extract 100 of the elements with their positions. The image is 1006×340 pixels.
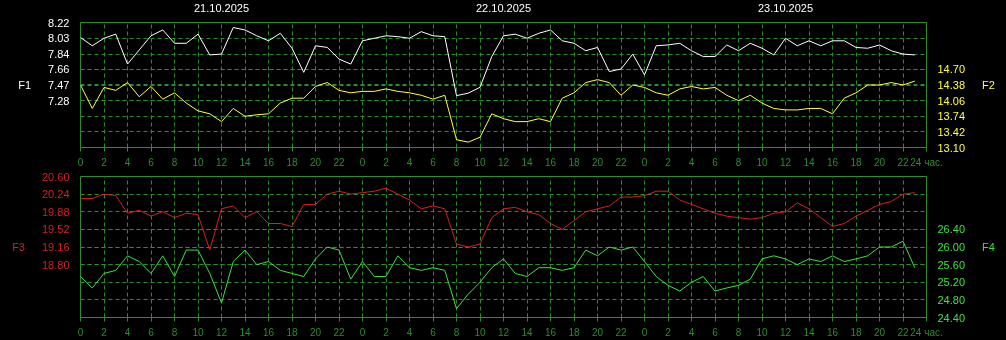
y-tick-label: 19.16 bbox=[41, 241, 70, 253]
x-tick-label: 16 bbox=[544, 326, 557, 338]
x-tick-label: 16 bbox=[262, 156, 275, 168]
y-tick-label: 7.66 bbox=[48, 63, 70, 76]
x-tick-label: 4 bbox=[124, 156, 131, 168]
x-tick-label: 20 bbox=[873, 156, 886, 168]
x-tick-label: 16 bbox=[826, 326, 839, 338]
x-tick-label: 14 bbox=[521, 326, 533, 338]
x-tick-label: 10 bbox=[474, 156, 486, 168]
x-tick-label: 0 bbox=[641, 326, 648, 338]
x-tick-label: 20 bbox=[591, 326, 604, 338]
x2-tick-label: 21.10.2025 bbox=[193, 1, 250, 14]
x-tick-label: 16 bbox=[262, 326, 275, 338]
y-tick-label: 20.24 bbox=[41, 188, 70, 201]
x-tick-label: 8 bbox=[453, 326, 460, 338]
x-tick-label: 14 bbox=[239, 326, 251, 338]
y-tick-label: 8.03 bbox=[48, 32, 70, 45]
y2-tick-label: 24.80 bbox=[937, 293, 966, 306]
y-tick-label: 19.88 bbox=[41, 205, 70, 218]
x-tick-label: 4 bbox=[406, 156, 413, 168]
x-tick-label: 6 bbox=[430, 156, 437, 168]
x-tick-label: 4 bbox=[406, 326, 413, 338]
x-tick-label: 22 bbox=[615, 326, 627, 338]
y-tick-label: 18.80 bbox=[41, 258, 70, 271]
y2-axis-title: F2 bbox=[982, 79, 995, 91]
line-series bbox=[80, 26, 916, 97]
x-tick-label: 14 bbox=[239, 156, 251, 168]
x-tick-label: 22 bbox=[333, 156, 345, 168]
x-tick-label: 14 bbox=[803, 156, 815, 168]
x-tick-label: 8 bbox=[453, 156, 460, 168]
x-tick-label: 6 bbox=[712, 326, 719, 338]
x-tick-label: 2 bbox=[383, 156, 390, 168]
x-tick-label: 24 час. bbox=[910, 156, 943, 168]
y-tick-label: 20.60 bbox=[41, 170, 70, 183]
y-axis-title: F1 bbox=[18, 79, 32, 91]
x-tick-label: 18 bbox=[850, 156, 862, 168]
y-tick-label: 7.28 bbox=[48, 94, 70, 107]
x-tick-label: 18 bbox=[286, 326, 298, 338]
y-tick-label: 7.47 bbox=[48, 78, 70, 91]
y2-axis-title: F4 bbox=[982, 241, 995, 253]
x-tick-label: 12 bbox=[215, 326, 228, 338]
y-tick-label: 8.22 bbox=[48, 16, 70, 29]
x-tick-label: 0 bbox=[77, 156, 84, 168]
x-tick-label: 10 bbox=[756, 326, 768, 338]
x-tick-label: 20 bbox=[309, 156, 322, 168]
y2-tick-label: 14.38 bbox=[937, 79, 966, 91]
x-tick-label: 2 bbox=[101, 326, 108, 338]
x2-tick-label: 22.10.2025 bbox=[475, 1, 532, 14]
y-tick-label: 19.52 bbox=[41, 223, 70, 236]
x-tick-label: 6 bbox=[430, 326, 437, 338]
x-tick-label: 24 час. bbox=[910, 326, 943, 338]
x-tick-label: 2 bbox=[665, 326, 672, 338]
x-tick-label: 4 bbox=[688, 156, 695, 168]
x-tick-label: 20 bbox=[873, 326, 886, 338]
y-tick-label: 7.84 bbox=[48, 48, 70, 61]
y2-tick-label: 14.06 bbox=[937, 94, 966, 107]
x-tick-label: 22 bbox=[897, 326, 909, 338]
x-tick-label: 22 bbox=[333, 326, 345, 338]
x-tick-label: 2 bbox=[101, 156, 108, 168]
x-tick-label: 18 bbox=[850, 326, 862, 338]
x2-tick-label: 23.10.2025 bbox=[757, 1, 814, 14]
x-tick-label: 0 bbox=[359, 156, 366, 168]
x-tick-label: 4 bbox=[688, 326, 695, 338]
x-tick-label: 12 bbox=[779, 156, 792, 168]
x-tick-label: 16 bbox=[826, 156, 839, 168]
x-tick-label: 10 bbox=[756, 156, 768, 168]
x-tick-label: 6 bbox=[712, 156, 719, 168]
x-tick-label: 6 bbox=[148, 326, 155, 338]
x-tick-label: 2 bbox=[383, 326, 390, 338]
x-tick-label: 10 bbox=[474, 326, 486, 338]
y2-tick-label: 13.74 bbox=[937, 110, 966, 123]
x-tick-label: 12 bbox=[215, 156, 228, 168]
x-tick-label: 10 bbox=[192, 326, 204, 338]
x-tick-label: 2 bbox=[665, 156, 672, 168]
y2-tick-label: 25.60 bbox=[937, 258, 966, 271]
x-tick-label: 20 bbox=[309, 326, 322, 338]
x-tick-label: 0 bbox=[641, 156, 648, 168]
x-tick-label: 18 bbox=[568, 156, 580, 168]
line-series bbox=[80, 187, 916, 251]
y2-tick-label: 26.00 bbox=[937, 241, 966, 253]
y2-tick-label: 25.20 bbox=[937, 276, 966, 289]
line-series bbox=[80, 79, 916, 143]
y2-tick-label: 26.40 bbox=[937, 223, 966, 236]
y2-tick-label: 24.40 bbox=[937, 311, 966, 324]
x-tick-label: 6 bbox=[148, 156, 155, 168]
x-tick-label: 8 bbox=[735, 156, 742, 168]
y2-tick-label: 13.10 bbox=[937, 141, 966, 154]
line-series bbox=[80, 240, 916, 310]
x-tick-label: 12 bbox=[497, 156, 510, 168]
x-tick-label: 8 bbox=[171, 156, 178, 168]
x-tick-label: 4 bbox=[124, 326, 131, 338]
x-tick-label: 20 bbox=[591, 156, 604, 168]
x-tick-label: 0 bbox=[77, 326, 84, 338]
x-tick-label: 16 bbox=[544, 156, 557, 168]
x-tick-label: 14 bbox=[803, 326, 815, 338]
x-tick-label: 12 bbox=[497, 326, 510, 338]
y2-tick-label: 14.70 bbox=[937, 63, 966, 76]
x-tick-label: 14 bbox=[521, 156, 533, 168]
x-tick-label: 8 bbox=[171, 326, 178, 338]
y2-tick-label: 13.42 bbox=[937, 125, 966, 138]
